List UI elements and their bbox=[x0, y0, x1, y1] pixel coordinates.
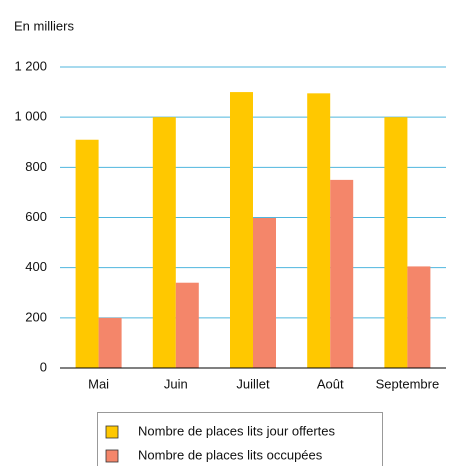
y-tick-label: 600 bbox=[25, 209, 47, 224]
x-tick-label: Mai bbox=[88, 376, 109, 391]
legend-label: Nombre de places lits occupées bbox=[138, 447, 323, 462]
bar bbox=[175, 282, 199, 368]
bar bbox=[75, 139, 99, 368]
legend-swatch bbox=[105, 425, 119, 439]
bar bbox=[407, 266, 431, 368]
x-tick-label: Juin bbox=[164, 376, 188, 391]
y-tick-label: 200 bbox=[25, 309, 47, 324]
y-tick-label: 1 000 bbox=[14, 109, 47, 124]
bar bbox=[253, 218, 276, 368]
bar bbox=[384, 117, 408, 369]
y-tick-label: 800 bbox=[25, 159, 47, 174]
y-tick-label: 1 200 bbox=[14, 58, 47, 73]
bar bbox=[98, 317, 122, 368]
x-tick-label: Août bbox=[317, 376, 344, 391]
y-tick-label: 400 bbox=[25, 259, 47, 274]
legend-box bbox=[97, 412, 383, 466]
y-tick-label: 0 bbox=[40, 359, 47, 374]
legend-swatch bbox=[105, 449, 119, 463]
bar bbox=[330, 179, 354, 368]
bar bbox=[307, 93, 331, 369]
x-tick-label: Juillet bbox=[236, 376, 270, 391]
bar bbox=[152, 117, 176, 369]
y-axis-label: En milliers bbox=[14, 18, 74, 33]
bar bbox=[230, 92, 253, 368]
x-tick-label: Septembre bbox=[376, 376, 440, 391]
legend-label: Nombre de places lits jour offertes bbox=[138, 423, 336, 438]
